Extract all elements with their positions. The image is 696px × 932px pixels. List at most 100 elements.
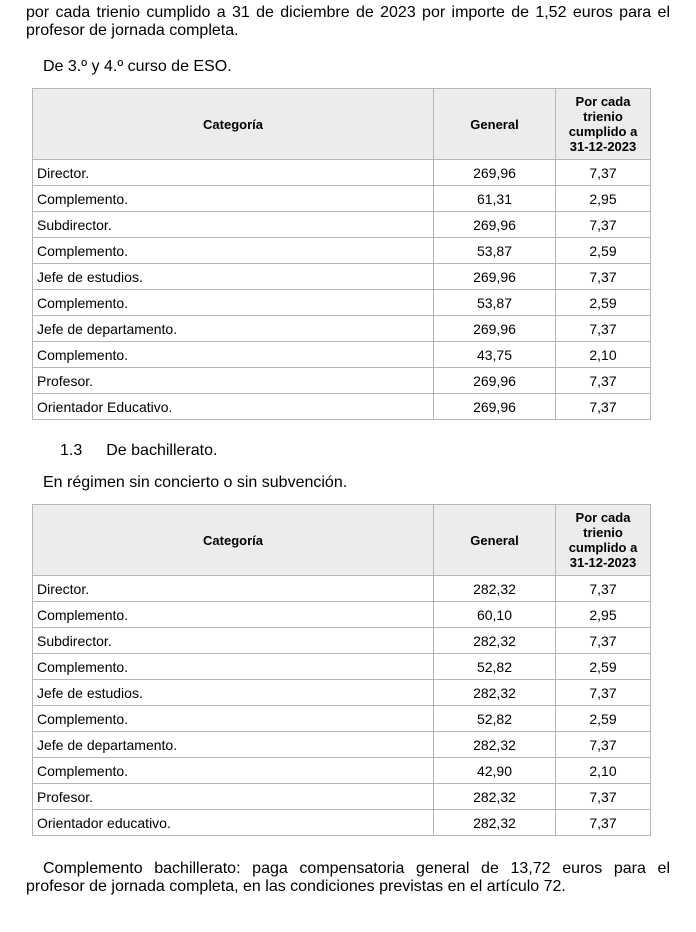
table-row: Complemento. 53,87 2,59 [32,289,651,316]
general-value-cell: 269,96 [433,367,556,394]
category-cell: Complemento. [32,757,434,784]
trienio-value-cell: 7,37 [555,263,651,290]
paragraph-line: Complemento bachillerato: paga compensat… [43,860,670,877]
category-cell: Jefe de departamento. [32,315,434,342]
table-row: Complemento. 43,75 2,10 [32,341,651,368]
general-value-cell: 53,87 [433,237,556,264]
closing-paragraph: Complemento bachillerato: paga compensat… [26,860,670,896]
general-value-cell: 52,82 [433,653,556,680]
table-row: Jefe de estudios. 282,32 7,37 [32,679,651,706]
trienio-value-cell: 7,37 [555,627,651,654]
table-row: Complemento. 60,10 2,95 [32,601,651,628]
trienio-value-cell: 7,37 [555,315,651,342]
trienio-value-cell: 2,59 [555,289,651,316]
section-number: 1.3 [60,442,83,459]
table-row: Director. 269,96 7,37 [32,159,651,186]
category-cell: Director. [32,159,434,186]
trienio-value-cell: 7,37 [555,783,651,810]
trienio-value-cell: 2,59 [555,237,651,264]
column-header-general: General [433,88,556,160]
general-value-cell: 269,96 [433,211,556,238]
general-value-cell: 282,32 [433,783,556,810]
column-header-categoria: Categoría [32,504,434,576]
category-cell: Complemento. [32,705,434,732]
category-cell: Orientador educativo. [32,809,434,836]
table-row: Subdirector. 269,96 7,37 [32,211,651,238]
paragraph-line: por cada trienio cumplido a 31 de diciem… [26,4,670,21]
general-value-cell: 282,32 [433,679,556,706]
category-cell: Subdirector. [32,627,434,654]
trienio-value-cell: 2,10 [555,341,651,368]
general-value-cell: 269,96 [433,159,556,186]
category-cell: Complemento. [32,341,434,368]
table-row: Profesor. 282,32 7,37 [32,783,651,810]
category-cell: Complemento. [32,237,434,264]
table-body: Director. 269,96 7,37 Complemento. 61,31 2,95… [32,159,651,420]
general-value-cell: 43,75 [433,341,556,368]
trienio-value-cell: 7,37 [555,367,651,394]
category-cell: Complemento. [32,289,434,316]
table-row: Complemento. 42,90 2,10 [32,757,651,784]
table-header-row: Categoría General Por cada trienio cumpl… [32,504,651,576]
trienio-value-cell: 2,59 [555,705,651,732]
trienio-value-cell: 2,95 [555,185,651,212]
category-cell: Complemento. [32,185,434,212]
category-cell: Jefe de estudios. [32,679,434,706]
trienio-value-cell: 2,10 [555,757,651,784]
trienio-value-cell: 2,95 [555,601,651,628]
trienio-value-cell: 7,37 [555,809,651,836]
category-cell: Orientador Educativo. [32,393,434,420]
general-value-cell: 282,32 [433,809,556,836]
table-header-row: Categoría General Por cada trienio cumpl… [32,88,651,160]
trienio-value-cell: 7,37 [555,159,651,186]
general-value-cell: 282,32 [433,731,556,758]
trienio-value-cell: 2,59 [555,653,651,680]
general-value-cell: 53,87 [433,289,556,316]
general-value-cell: 269,96 [433,263,556,290]
table-row: Profesor. 269,96 7,37 [32,367,651,394]
category-cell: Complemento. [32,653,434,680]
table-row: Jefe de departamento. 269,96 7,37 [32,315,651,342]
column-header-categoria: Categoría [32,88,434,160]
table-row: Orientador Educativo. 269,96 7,37 [32,393,651,420]
section-title: De bachillerato. [106,442,218,459]
trienio-value-cell: 7,37 [555,393,651,420]
general-value-cell: 269,96 [433,393,556,420]
category-cell: Profesor. [32,367,434,394]
table-row: Subdirector. 282,32 7,37 [32,627,651,654]
category-cell: Complemento. [32,601,434,628]
general-value-cell: 42,90 [433,757,556,784]
trienio-value-cell: 7,37 [555,575,651,602]
general-value-cell: 282,32 [433,627,556,654]
general-value-cell: 282,32 [433,575,556,602]
table-row: Director. 282,32 7,37 [32,575,651,602]
paragraph-line: profesor de jornada completa. [26,22,239,39]
general-value-cell: 60,10 [433,601,556,628]
table-row: Orientador educativo. 282,32 7,37 [32,809,651,836]
table-body: Director. 282,32 7,37 Complemento. 60,10 2,95… [32,575,651,836]
eso-intro-paragraph: De 3.º y 4.º curso de ESO. [43,58,232,75]
column-header-trienio: Por cada trienio cumplido a 31-12-2023 [555,504,651,576]
bachillerato-salary-table: Categoría General Por cada trienio cumpl… [32,504,651,836]
paragraph-line: profesor de jornada completa, en las con… [26,878,566,895]
trienio-value-cell: 7,37 [555,731,651,758]
regimen-paragraph: En régimen sin concierto o sin subvenció… [43,474,348,491]
table-row: Complemento. 52,82 2,59 [32,705,651,732]
document-page: por cada trienio cumplido a 31 de diciem… [26,4,670,896]
trienio-value-cell: 7,37 [555,211,651,238]
category-cell: Jefe de estudios. [32,263,434,290]
category-cell: Director. [32,575,434,602]
intro-paragraph: por cada trienio cumplido a 31 de diciem… [26,4,670,40]
category-cell: Jefe de departamento. [32,731,434,758]
general-value-cell: 52,82 [433,705,556,732]
table-row: Complemento. 53,87 2,59 [32,237,651,264]
column-header-trienio: Por cada trienio cumplido a 31-12-2023 [555,88,651,160]
table-row: Complemento. 61,31 2,95 [32,185,651,212]
category-cell: Subdirector. [32,211,434,238]
table-row: Jefe de estudios. 269,96 7,37 [32,263,651,290]
general-value-cell: 269,96 [433,315,556,342]
column-header-general: General [433,504,556,576]
category-cell: Profesor. [32,783,434,810]
table-row: Complemento. 52,82 2,59 [32,653,651,680]
general-value-cell: 61,31 [433,185,556,212]
